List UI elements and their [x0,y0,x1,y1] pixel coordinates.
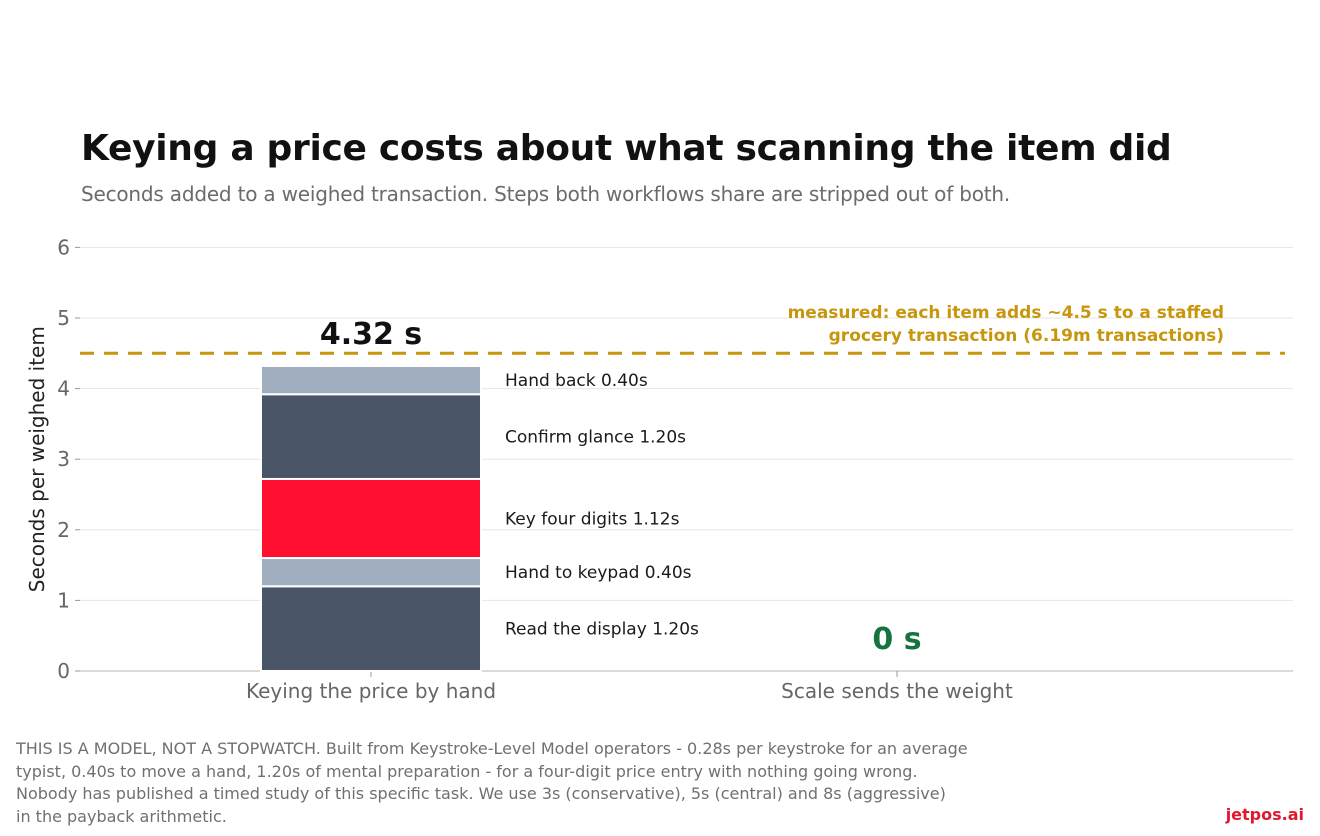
y-tick-label: 0 [57,659,70,683]
y-tick-label: 3 [57,447,70,471]
y-tick-label: 4 [57,377,70,401]
footnote-line: Nobody has published a timed study of th… [16,784,946,803]
segment-label: Key four digits 1.12s [505,510,680,530]
reference-line-group: measured: each item adds ~4.5 s to a sta… [80,303,1285,355]
y-tick-label: 1 [57,588,70,612]
segment-labels: Read the display 1.20s Hand to keypad 0.4… [505,371,699,640]
footnote-line: in the payback arithmetic. [16,806,227,826]
footnote: THIS IS A MODEL, NOT A STOPWATCH. Built … [16,738,1076,828]
chart-subtitle: Seconds added to a weighed transaction. … [81,182,1011,206]
bar-total-label: 0 s [872,622,921,657]
x-tick-label: Scale sends the weight [781,679,1013,703]
reference-line-label: grocery transaction (6.19m transactions) [829,326,1224,346]
x-tick-label: Keying the price by hand [246,679,496,703]
bar-total-label: 4.32 s [320,317,422,352]
bar-segment [260,477,482,560]
y-tick-label: 6 [57,235,70,259]
footnote-line: THIS IS A MODEL, NOT A STOPWATCH. Built … [16,739,968,758]
chart-title: Keying a price costs about what scanning… [81,128,1172,169]
segment-label: Read the display 1.20s [505,620,699,640]
segment-label: Hand back 0.40s [505,371,648,391]
segment-label: Hand to keypad 0.40s [505,563,692,583]
bar-segment [260,557,482,588]
bar-segment [260,393,482,480]
y-axis-label: Seconds per weighed item [25,326,49,592]
bar-segment [260,365,482,396]
reference-line-label: measured: each item adds ~4.5 s to a sta… [788,303,1224,323]
y-tick-label: 5 [57,306,70,330]
stacked-bar-chart: 0 1 2 3 4 5 6 Seconds per weighed item Keying t… [25,235,1293,703]
y-axis: 0 1 2 3 4 5 6 Seconds per weighed item [25,235,80,683]
segment-label: Confirm glance 1.20s [505,428,686,448]
bar-totals: 4.32 s 0 s [320,317,922,657]
brand-logo-text: jetpos.ai [1225,805,1304,824]
x-axis: Keying the price by hand Scale sends the … [246,671,1013,703]
footnote-line: typist, 0.40s to move a hand, 1.20s of m… [16,761,918,781]
y-tick-label: 2 [57,518,70,542]
bar-segment [260,585,482,673]
bar-segments [260,365,482,673]
